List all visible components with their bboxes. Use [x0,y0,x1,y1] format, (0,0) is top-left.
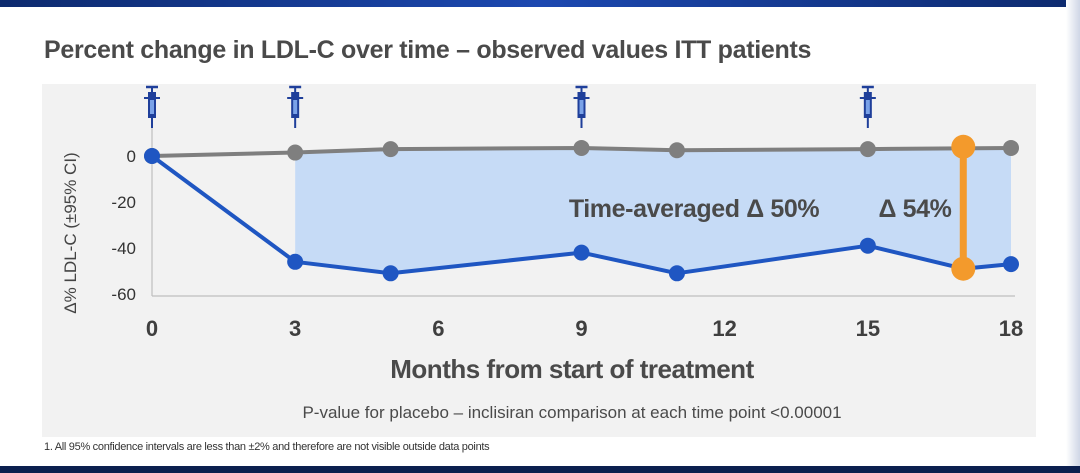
y-axis-title: Δ% LDL-C (±95% CI) [61,152,80,313]
difference-bar-top [951,134,976,159]
shaded-difference-area [295,147,1011,274]
x-tick-label: 9 [575,316,587,341]
inclisiran-point [144,148,160,164]
syringe-icon [573,85,590,128]
bottom-border-bar [0,466,1080,473]
y-tick-label: -60 [111,285,136,304]
placebo-point [382,141,399,158]
x-tick-label: 3 [289,316,301,341]
x-tick-label: 18 [999,316,1023,341]
p-value-note: P-value for placebo – inclisiran compari… [302,403,841,422]
syringe-window [150,100,154,114]
x-tick-label: 15 [856,316,880,341]
placebo-point [859,141,876,158]
difference-bar-bottom [951,256,976,281]
x-tick-label: 0 [146,316,158,341]
footnote: 1. All 95% confidence intervals are less… [44,441,490,453]
inclisiran-point [287,253,304,270]
ldl-chart: 0 -20 -40 -60 0 3 6 9 12 15 18 Δ% LDL-C (±95% CI) Mo… [61,85,1023,422]
placebo-point [573,139,590,156]
x-axis-title: Months from start of treatment [390,354,754,384]
placebo-point [668,142,685,159]
syringe-icon [859,85,876,128]
x-tick-label: 6 [432,316,444,341]
top-border-bar [0,0,1080,7]
syringe-icon [144,85,160,128]
time-averaged-label: Time-averaged Δ 50% [569,195,819,223]
syringe-icon [287,85,304,128]
x-tick-label: 12 [712,316,736,341]
placebo-point [287,144,304,161]
placebo-point [1003,139,1019,156]
inclisiran-point [573,244,590,261]
right-edge-shadow [1066,0,1080,473]
inclisiran-point [859,237,876,254]
y-tick-label: 0 [127,147,136,166]
syringe-window [579,100,584,114]
delta-label: Δ 54% [879,195,952,223]
inclisiran-point [668,265,685,282]
inclisiran-point [1003,256,1019,273]
syringe-window [865,100,870,114]
chart-panel: 0 -20 -40 -60 0 3 6 9 12 15 18 Δ% LDL-C (±95% CI) Mo… [42,84,1036,437]
page-title: Percent change in LDL-C over time – obse… [44,36,812,64]
y-tick-label: -40 [111,239,136,258]
syringe-window [293,100,298,114]
inclisiran-line [150,154,1012,276]
inclisiran-point [382,265,399,282]
y-tick-label: -20 [111,193,136,212]
